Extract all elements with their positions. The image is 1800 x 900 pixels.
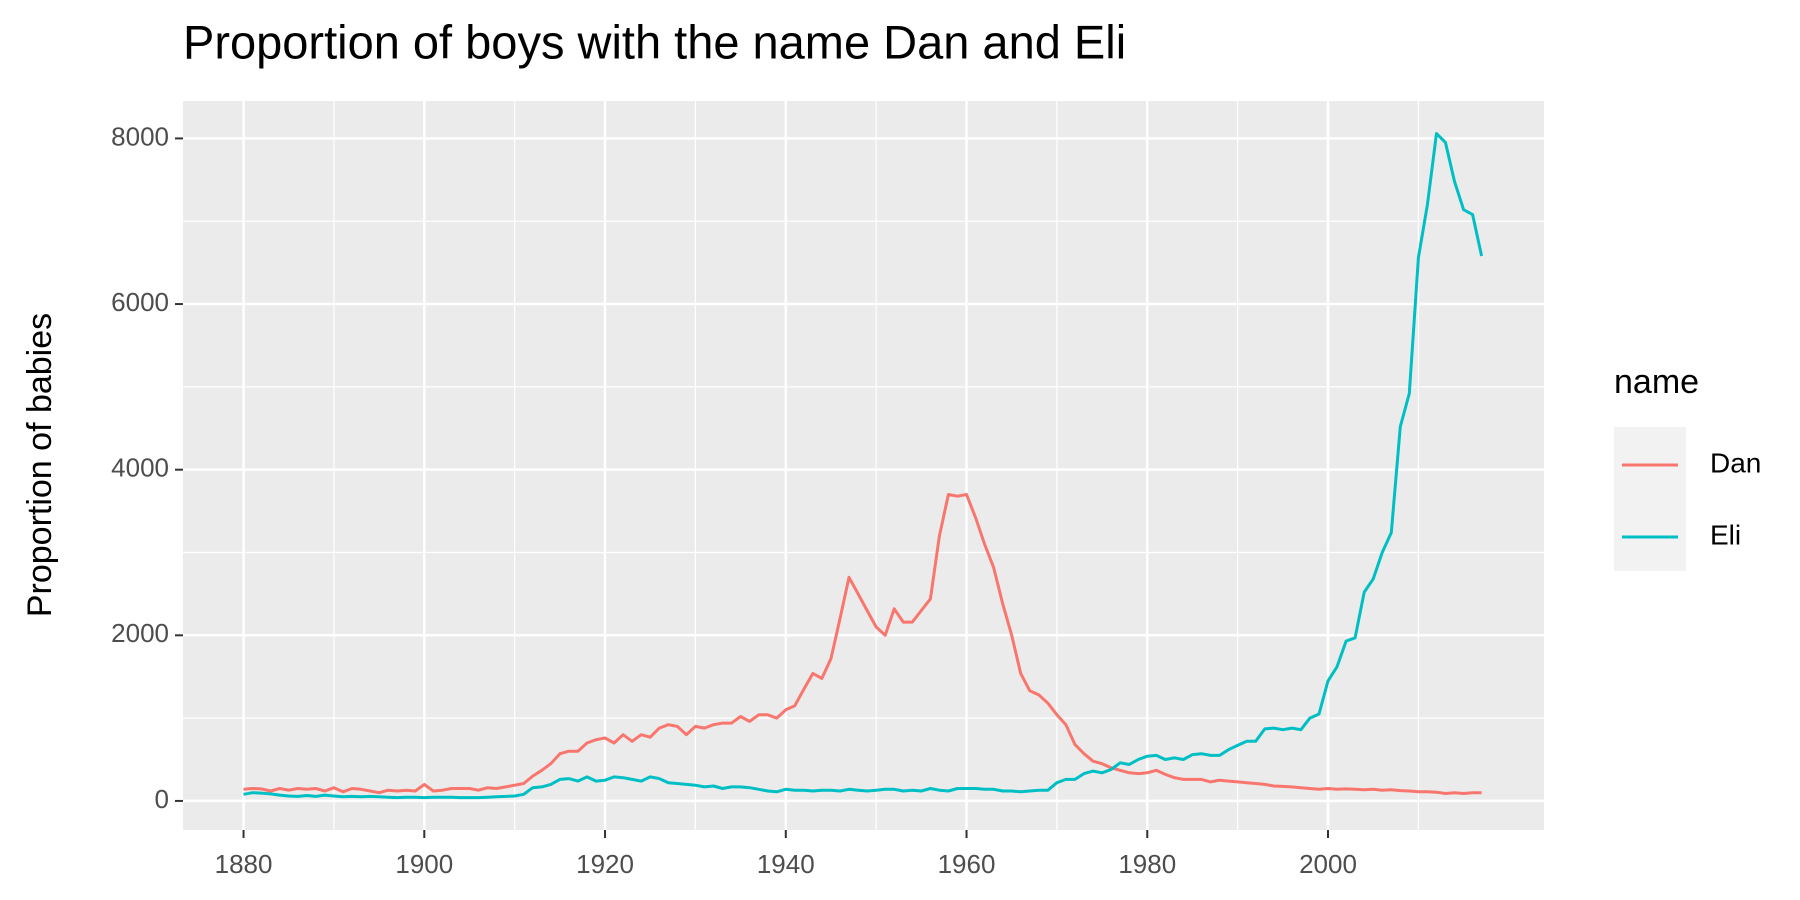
legend-label: Eli xyxy=(1710,519,1741,550)
line xyxy=(243,493,1482,795)
panel xyxy=(183,101,1544,830)
y-tick-label: 0 xyxy=(155,784,169,814)
x-tick-label: 1960 xyxy=(938,849,996,879)
x-tick-label: 1940 xyxy=(757,849,815,879)
y-tick-label: 2000 xyxy=(111,618,169,648)
legend-label: Dan xyxy=(1710,447,1761,478)
y-axis-label: Proportion of babies xyxy=(21,313,59,617)
y-tick-label: 8000 xyxy=(111,121,169,151)
x-tick-label: 1900 xyxy=(395,849,453,879)
line xyxy=(243,132,1484,800)
x-tick-label: 1980 xyxy=(1118,849,1176,879)
x-tick-label: 1880 xyxy=(215,849,273,879)
chart-title: Proportion of boys with the name Dan and… xyxy=(183,15,1126,68)
x-tick-label: 2000 xyxy=(1299,849,1357,879)
y-tick-label: 6000 xyxy=(111,287,169,317)
grid xyxy=(183,101,1544,830)
y-tick-label: 4000 xyxy=(111,453,169,483)
x-tick-label: 1920 xyxy=(576,849,634,879)
legend-key-bg xyxy=(1614,427,1686,571)
legend-title: name xyxy=(1614,363,1699,401)
marks xyxy=(243,132,1484,800)
